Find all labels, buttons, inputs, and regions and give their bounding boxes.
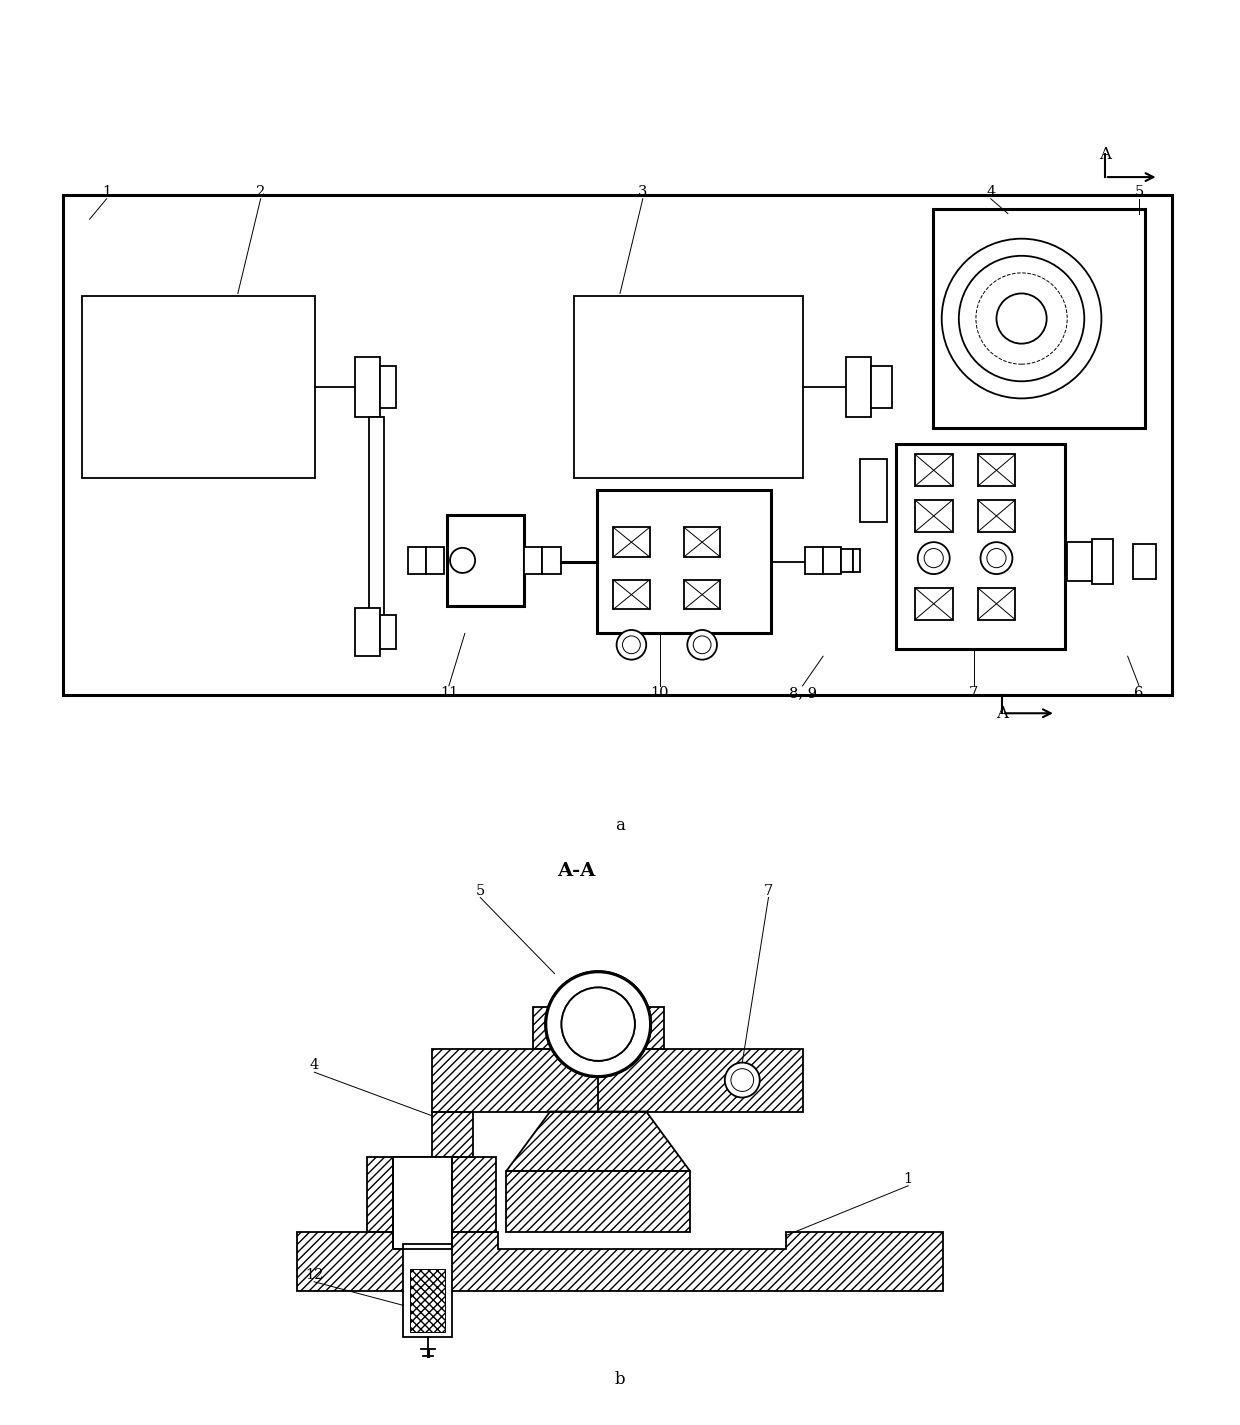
- Bar: [525, 547, 542, 574]
- Bar: [846, 358, 870, 416]
- Text: A-A: A-A: [557, 862, 595, 881]
- Text: 2: 2: [255, 185, 265, 198]
- Bar: [915, 587, 952, 620]
- Bar: [408, 547, 427, 574]
- Bar: [446, 514, 525, 606]
- Bar: [977, 587, 1016, 620]
- Bar: [932, 209, 1145, 428]
- Circle shape: [725, 1063, 760, 1097]
- Bar: [977, 500, 1016, 532]
- Text: 6: 6: [1135, 685, 1143, 700]
- Circle shape: [924, 549, 944, 567]
- Bar: [613, 580, 650, 610]
- Bar: [356, 358, 381, 416]
- Circle shape: [981, 542, 1012, 574]
- Polygon shape: [367, 1157, 496, 1233]
- Bar: [1092, 539, 1112, 584]
- Bar: [1068, 542, 1092, 581]
- Text: 5: 5: [1135, 185, 1143, 198]
- Circle shape: [616, 630, 646, 660]
- Text: 1: 1: [904, 1171, 913, 1186]
- Circle shape: [730, 1069, 754, 1092]
- Circle shape: [547, 973, 650, 1076]
- Bar: [684, 580, 720, 610]
- Text: 1: 1: [102, 185, 112, 198]
- Text: 11: 11: [440, 685, 458, 700]
- Bar: [598, 490, 770, 633]
- Bar: [870, 366, 892, 408]
- Bar: [805, 547, 823, 574]
- Circle shape: [693, 636, 711, 654]
- Polygon shape: [410, 1268, 445, 1331]
- Text: 4: 4: [310, 1059, 319, 1072]
- Bar: [370, 416, 384, 633]
- Text: 7: 7: [764, 884, 773, 898]
- Circle shape: [450, 547, 475, 573]
- Bar: [859, 459, 887, 522]
- Circle shape: [562, 988, 635, 1060]
- Circle shape: [918, 542, 950, 574]
- Circle shape: [987, 549, 1006, 567]
- Bar: [403, 1244, 453, 1337]
- Text: A: A: [996, 705, 1008, 721]
- Text: A: A: [1099, 145, 1111, 162]
- Bar: [841, 549, 853, 571]
- Bar: [63, 195, 1172, 695]
- Polygon shape: [506, 1112, 689, 1171]
- Bar: [381, 366, 397, 408]
- Text: a: a: [615, 817, 625, 834]
- Text: 3: 3: [639, 185, 647, 198]
- Circle shape: [546, 972, 651, 1076]
- Bar: [427, 547, 444, 574]
- Bar: [897, 445, 1065, 650]
- Bar: [574, 296, 802, 479]
- Polygon shape: [506, 1171, 689, 1233]
- Bar: [381, 616, 397, 650]
- Text: 12: 12: [305, 1268, 324, 1282]
- Polygon shape: [433, 1112, 474, 1157]
- Polygon shape: [533, 1006, 663, 1049]
- Polygon shape: [433, 1049, 804, 1112]
- Bar: [82, 296, 315, 479]
- Bar: [915, 455, 952, 486]
- Circle shape: [562, 988, 635, 1060]
- Text: 7: 7: [968, 685, 978, 700]
- Bar: [356, 608, 381, 657]
- Text: 8, 9: 8, 9: [789, 685, 816, 700]
- Text: 4: 4: [986, 185, 996, 198]
- Bar: [542, 547, 560, 574]
- Text: b: b: [615, 1371, 625, 1388]
- Circle shape: [687, 630, 717, 660]
- Circle shape: [546, 972, 651, 1076]
- Bar: [977, 455, 1016, 486]
- Polygon shape: [296, 1233, 944, 1291]
- Bar: [823, 547, 841, 574]
- Text: 5: 5: [476, 884, 485, 898]
- Bar: [853, 549, 859, 571]
- Text: 10: 10: [651, 685, 670, 700]
- Bar: [1133, 544, 1156, 579]
- Bar: [915, 500, 952, 532]
- Bar: [613, 527, 650, 557]
- Bar: [684, 527, 720, 557]
- Circle shape: [622, 636, 640, 654]
- Bar: [393, 1157, 453, 1250]
